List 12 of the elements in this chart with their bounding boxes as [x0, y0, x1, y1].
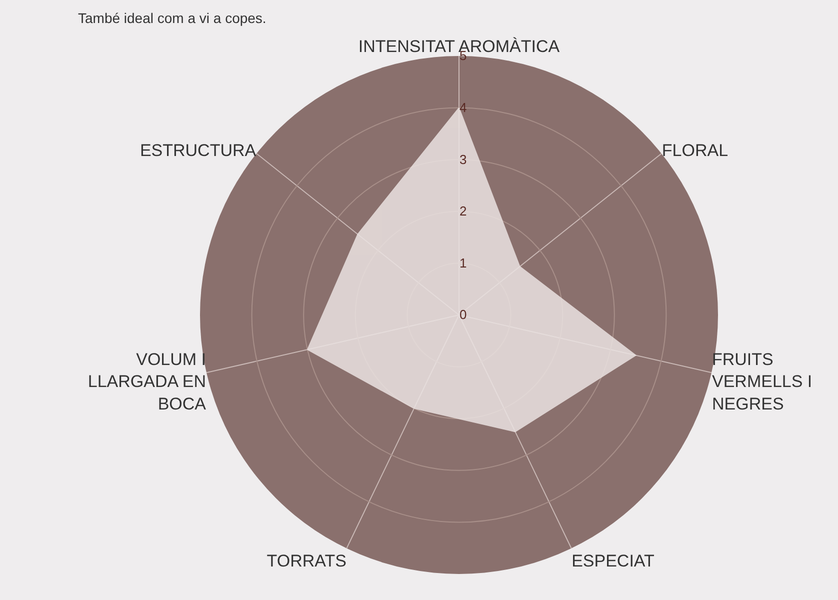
- y-tick-label: 2: [460, 204, 467, 219]
- text: També ideal com a vi a copes.: [78, 10, 266, 26]
- spoke-label: TORRATS: [266, 552, 346, 571]
- spoke-label: ESPECIAT: [572, 552, 654, 571]
- spoke-label: VOLUM I LLARGADA EN BOCA: [88, 350, 207, 414]
- y-tick-label: 0: [460, 307, 467, 322]
- spoke-label: ESTRUCTURA: [140, 140, 257, 160]
- y-tick-label: 4: [460, 100, 467, 116]
- y-tick-label: 3: [460, 152, 467, 167]
- spoke-label: FLORAL: [662, 140, 728, 160]
- y-tick-label: 1: [460, 255, 467, 270]
- spoke-label: FRUITS VERMELLS I NEGRES: [712, 350, 812, 414]
